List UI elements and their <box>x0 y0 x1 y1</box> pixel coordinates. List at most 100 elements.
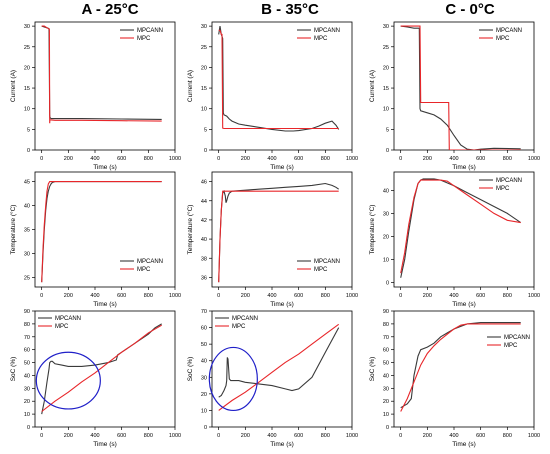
x-tick-label: 400 <box>449 156 458 162</box>
column-title-b: B - 35°C <box>261 1 319 18</box>
x-tick-label: 800 <box>503 156 512 162</box>
x-tick-label: 0 <box>217 156 220 162</box>
y-tick-label: 50 <box>24 361 30 367</box>
y-tick-label: 20 <box>201 65 207 71</box>
x-tick-label: 1000 <box>528 433 540 439</box>
x-tick-label: 400 <box>90 293 99 299</box>
x-tick-label: 600 <box>294 156 303 162</box>
series-mpc-line <box>218 323 340 411</box>
x-tick-label: 0 <box>399 293 402 299</box>
y-tick-label: 70 <box>201 309 207 315</box>
y-tick-label: 80 <box>383 322 389 328</box>
x-tick-label: 400 <box>267 433 276 439</box>
series-mpcann-line <box>400 178 522 278</box>
y-tick-label: 0 <box>204 148 207 154</box>
series-mpc-line <box>41 324 162 412</box>
x-tick-label: 800 <box>144 156 153 162</box>
x-axis-label: Time (s) <box>270 164 294 171</box>
y-tick-label: 40 <box>383 188 389 194</box>
x-tick-label: 600 <box>294 293 303 299</box>
plot-frame <box>34 171 176 288</box>
series-mpc-line <box>218 29 339 130</box>
x-tick-label: 600 <box>476 156 485 162</box>
x-tick-label: 600 <box>117 156 126 162</box>
x-tick-label: 600 <box>476 433 485 439</box>
x-tick-label: 0 <box>40 293 43 299</box>
legend-label: MPC <box>314 267 328 273</box>
x-tick-label: 1000 <box>169 433 181 439</box>
x-tick-label: 800 <box>503 433 512 439</box>
series-mpc-line <box>41 25 162 124</box>
legend-label: MPC <box>496 36 510 42</box>
x-tick-label: 800 <box>503 293 512 299</box>
chart-B-current: 0 200 400 600 800 1000 0 5 10 15 20 25 30 Time (s) Cur… <box>187 21 358 171</box>
x-tick-label: 0 <box>217 433 220 439</box>
chart-C-temp: 0 200 400 600 800 1000 0 10 20 30 40 Time (s) Temper… <box>368 171 540 308</box>
y-tick-label: 40 <box>201 359 207 365</box>
x-tick-label: 400 <box>90 433 99 439</box>
y-axis-label: Temperature (°C) <box>9 205 17 255</box>
y-tick-label: 10 <box>383 257 389 263</box>
y-tick-label: 15 <box>201 86 207 92</box>
y-tick-label: 30 <box>201 375 207 381</box>
y-tick-label: 44 <box>201 199 207 205</box>
x-axis-label: Time (s) <box>452 164 476 171</box>
y-tick-label: 10 <box>24 107 30 113</box>
x-tick-label: 800 <box>321 433 330 439</box>
plot-frame <box>393 171 535 288</box>
y-tick-label: 15 <box>383 86 389 92</box>
column-title-c: C - 0°C <box>445 1 495 18</box>
series-mpcann-line <box>400 322 521 409</box>
x-axis-label: Time (s) <box>270 301 294 308</box>
y-tick-label: 50 <box>201 342 207 348</box>
y-axis-label: SoC (%) <box>187 357 194 382</box>
legend-label: MPCANN <box>55 316 81 322</box>
chart-C-soc: 0 200 400 600 800 1000 0 10 20 30 40 50 60 70 80 90 Time… <box>369 309 540 448</box>
y-tick-label: 20 <box>383 399 389 405</box>
y-tick-label: 90 <box>24 309 30 315</box>
x-tick-label: 0 <box>217 293 220 299</box>
highlight-ellipse <box>35 351 101 410</box>
series-mpcann-line <box>218 327 340 398</box>
legend-label: MPCANN <box>137 259 163 265</box>
y-tick-label: 10 <box>201 107 207 113</box>
y-tick-label: 5 <box>204 127 207 133</box>
x-tick-label: 600 <box>294 433 303 439</box>
y-tick-label: 70 <box>383 335 389 341</box>
column-title-a: A - 25°C <box>81 1 139 18</box>
y-tick-label: 0 <box>386 148 389 154</box>
chart-A-temp: 0 200 400 600 800 1000 25 30 35 40 45 Time (s) Tempe… <box>9 171 181 308</box>
highlight-ellipse <box>208 346 258 412</box>
x-tick-label: 400 <box>90 156 99 162</box>
x-tick-label: 400 <box>267 156 276 162</box>
y-tick-label: 20 <box>24 399 30 405</box>
y-tick-label: 80 <box>24 322 30 328</box>
y-tick-label: 5 <box>27 127 30 133</box>
x-axis-label: Time (s) <box>452 301 476 308</box>
y-tick-label: 10 <box>383 107 389 113</box>
x-tick-label: 200 <box>241 293 250 299</box>
x-tick-label: 1000 <box>346 156 358 162</box>
legend-label: MPCANN <box>496 178 522 184</box>
legend-label: MPCANN <box>137 28 163 34</box>
x-tick-label: 200 <box>64 433 73 439</box>
x-tick-label: 200 <box>423 293 432 299</box>
y-tick-label: 0 <box>386 280 389 286</box>
plot-frame <box>211 171 353 288</box>
x-tick-label: 1000 <box>346 293 358 299</box>
legend-label: MPC <box>55 324 69 330</box>
y-tick-label: 40 <box>24 204 30 210</box>
x-tick-label: 0 <box>40 433 43 439</box>
y-tick-label: 50 <box>383 361 389 367</box>
x-tick-label: 200 <box>423 156 432 162</box>
legend-label: MPCANN <box>504 335 530 341</box>
x-tick-label: 1000 <box>528 156 540 162</box>
y-tick-label: 20 <box>383 65 389 71</box>
x-tick-label: 800 <box>321 156 330 162</box>
y-axis-label: Current (A) <box>369 70 376 102</box>
x-axis-label: Time (s) <box>270 441 294 448</box>
chart-A-soc: 0 200 400 600 800 1000 0 10 20 30 40 50 60 70 80 90 Time… <box>10 309 181 448</box>
x-tick-label: 400 <box>449 293 458 299</box>
y-axis-label: SoC (%) <box>10 357 17 382</box>
